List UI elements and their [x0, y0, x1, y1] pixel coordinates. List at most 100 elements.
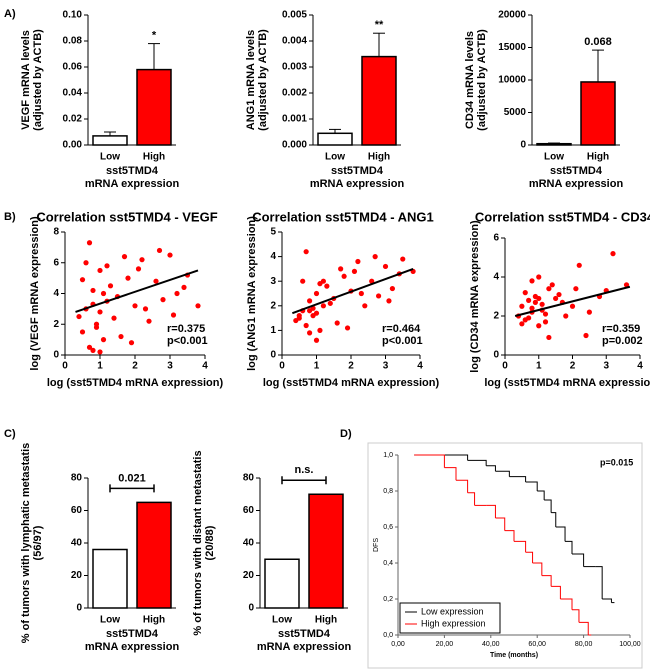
stat-label: p=0.002	[602, 335, 643, 347]
y-axis-label: ANG1 mRNA levels	[245, 30, 257, 130]
y-tick-label: 10000	[498, 75, 526, 86]
y-tick-label: 15000	[498, 42, 526, 53]
x-tick-label: Low	[544, 152, 564, 163]
y-tick-label: 0.04	[63, 88, 83, 99]
point	[519, 303, 525, 309]
annotation: n.s.	[295, 464, 314, 476]
point	[539, 301, 545, 307]
x-axis-label: sst5TMD4	[331, 165, 384, 177]
annotation: p=0.015	[600, 457, 633, 467]
point	[526, 297, 532, 303]
bar	[580, 81, 616, 146]
y-tick-label: 3	[270, 276, 276, 287]
x-axis-label: mRNA expression	[310, 178, 405, 190]
km-step	[414, 454, 445, 468]
y-tick-label: 20000	[498, 10, 526, 21]
y-tick-label: 0.004	[282, 36, 307, 47]
y-tick-label: 6	[493, 233, 499, 244]
bar	[136, 501, 172, 609]
x-tick-label: 3	[383, 361, 389, 372]
bar	[317, 132, 353, 146]
y-axis-label: % of tumors with lymphatic metastatis	[20, 443, 32, 643]
chart-title: Correlation sst5TMD4 - ANG1	[252, 209, 434, 224]
y-tick-label: 60	[243, 505, 255, 516]
km-step	[532, 562, 543, 576]
point	[86, 344, 93, 350]
bar	[264, 558, 300, 609]
point	[526, 315, 532, 321]
x-axis-label: mRNA expression	[85, 178, 180, 190]
point	[327, 300, 333, 306]
point	[623, 282, 630, 288]
y-tick-label: 0	[493, 350, 499, 361]
y-tick-label: 0,2	[383, 596, 393, 603]
y-tick-label: 1	[270, 325, 276, 336]
km-step	[595, 566, 603, 599]
point	[536, 274, 542, 280]
regression-line	[514, 285, 631, 317]
point	[128, 340, 135, 346]
km-step	[565, 540, 573, 554]
chart-title: Correlation sst5TMD4 - CD34	[475, 209, 650, 224]
point	[389, 285, 395, 292]
y-tick-label: 0,8	[383, 488, 393, 495]
point	[313, 310, 320, 316]
point	[610, 251, 616, 257]
point	[576, 262, 582, 268]
y-tick-label: 5000	[504, 107, 527, 118]
x-tick-label: 1	[536, 361, 542, 372]
regression-line	[75, 269, 199, 313]
y-tick-label: 0.00	[63, 140, 83, 151]
x-tick-label: High	[368, 152, 390, 163]
legend-label: Low expression	[421, 606, 484, 616]
y-tick-label: 6	[53, 257, 59, 268]
point	[156, 247, 163, 254]
km-step	[525, 481, 538, 491]
y-axis-label: (adjusted by ACTB)	[32, 29, 44, 131]
x-tick-label: 0	[502, 361, 508, 372]
km-step	[414, 454, 469, 461]
x-tick-label: Low	[325, 152, 345, 163]
x-tick-label: 2	[132, 361, 138, 372]
point	[307, 330, 313, 336]
point	[320, 303, 326, 309]
point	[372, 254, 378, 260]
point	[546, 334, 552, 341]
legend-box	[399, 602, 501, 634]
point	[139, 257, 145, 263]
point	[79, 277, 86, 283]
km-step	[551, 585, 561, 599]
x-tick-label: 3	[603, 361, 609, 372]
y-axis-label: (adjusted by ACTB)	[476, 29, 488, 131]
y-tick-label: 0	[270, 350, 276, 361]
x-axis-label: mRNA expression	[85, 641, 180, 653]
x-axis-label: Time (months)	[490, 652, 538, 659]
x-tick-label: 40,00	[482, 641, 500, 648]
y-tick-label: 4	[270, 251, 276, 262]
point	[522, 290, 528, 296]
bar	[361, 55, 397, 146]
point	[135, 266, 142, 272]
x-axis-label: log (sst5TMD4 mRNA expression)	[263, 377, 440, 389]
y-axis-label: VEGF mRNA levels	[20, 30, 32, 130]
y-axis-label: % of tumors with distant metastatis	[192, 450, 204, 635]
point	[170, 312, 177, 318]
y-tick-label: 0	[53, 350, 59, 361]
point	[125, 275, 131, 281]
point	[97, 349, 103, 355]
km-step	[537, 490, 545, 500]
km-step	[444, 467, 457, 481]
bar	[308, 493, 344, 609]
y-tick-label: 40	[243, 538, 255, 549]
x-tick-label: High	[587, 152, 609, 163]
x-axis-label: mRNA expression	[257, 641, 352, 653]
x-tick-label: 80,00	[575, 641, 593, 648]
point	[355, 258, 361, 265]
point	[195, 303, 201, 309]
x-tick-label: Low	[272, 615, 292, 626]
point	[320, 278, 326, 284]
y-tick-label: 20	[71, 570, 83, 581]
point	[344, 325, 351, 331]
y-axis-label: (20/88)	[204, 525, 216, 560]
